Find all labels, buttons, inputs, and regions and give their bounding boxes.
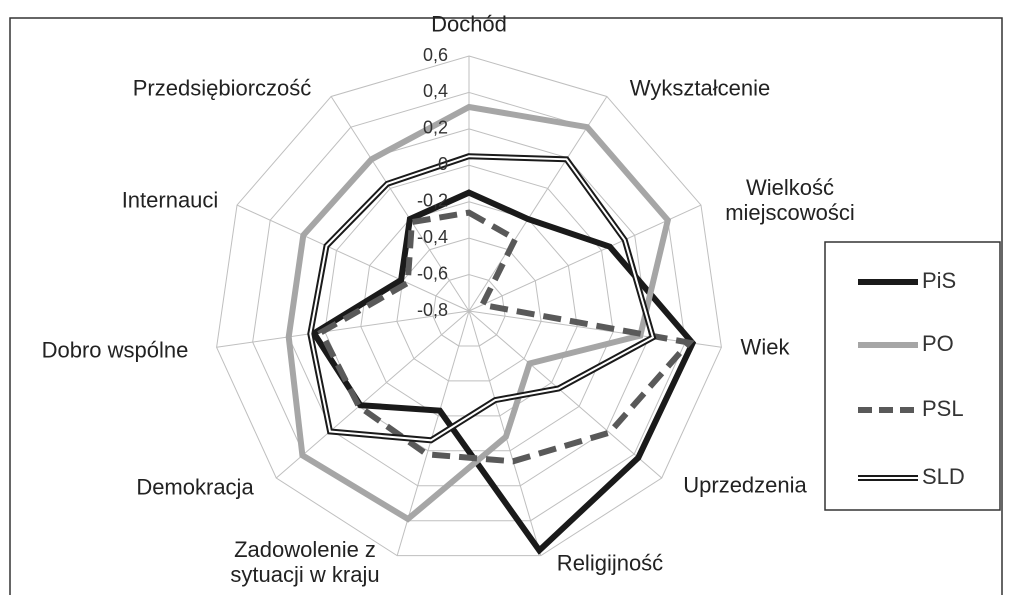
- tick-label: 0,4: [423, 81, 448, 101]
- grid-ring: [216, 55, 722, 557]
- category-label: Wykształcenie: [629, 75, 771, 101]
- tick-label: 0,6: [423, 45, 448, 65]
- spoke: [236, 204, 470, 312]
- spoke: [468, 310, 663, 479]
- tick-label: -0,2: [417, 190, 448, 210]
- tick-label: -0,4: [417, 227, 448, 247]
- category-label: Wiek: [740, 334, 790, 360]
- category-label: Uprzedzenia: [683, 472, 807, 498]
- legend-box: [824, 241, 1001, 511]
- category-label: Zadowolenie z sytuacji w kraju: [230, 537, 380, 587]
- legend-label: PiS: [922, 268, 956, 293]
- category-label: Przedsiębiorczość: [132, 75, 312, 101]
- legend-label: SLD: [922, 464, 965, 489]
- spoke: [330, 96, 470, 312]
- tick-label: -0,6: [417, 263, 448, 283]
- spoke: [468, 96, 608, 312]
- grid-ring: [396, 237, 542, 382]
- legend-label: PO: [922, 331, 954, 356]
- category-label: Wielkość miejscowości: [725, 175, 855, 225]
- legend-label: PSL: [922, 396, 964, 421]
- category-label: Internauci: [121, 187, 219, 213]
- frame: [9, 17, 1003, 595]
- series-line-inner: [309, 155, 655, 442]
- category-label: Dobro wspólne: [41, 337, 189, 363]
- spoke: [468, 204, 702, 312]
- spoke: [216, 310, 470, 348]
- spoke: [275, 310, 470, 479]
- category-label: Religijność: [556, 550, 664, 576]
- category-label: Demokracja: [136, 474, 254, 500]
- tick-label: 0,2: [423, 118, 448, 138]
- series-line: [309, 189, 697, 555]
- category-label: Dochód: [431, 11, 507, 37]
- tick-label: 0: [438, 154, 448, 174]
- grid-ring: [432, 274, 506, 347]
- series-line: [285, 103, 672, 523]
- series-line: [317, 209, 695, 465]
- tick-label: -0,8: [417, 300, 448, 320]
